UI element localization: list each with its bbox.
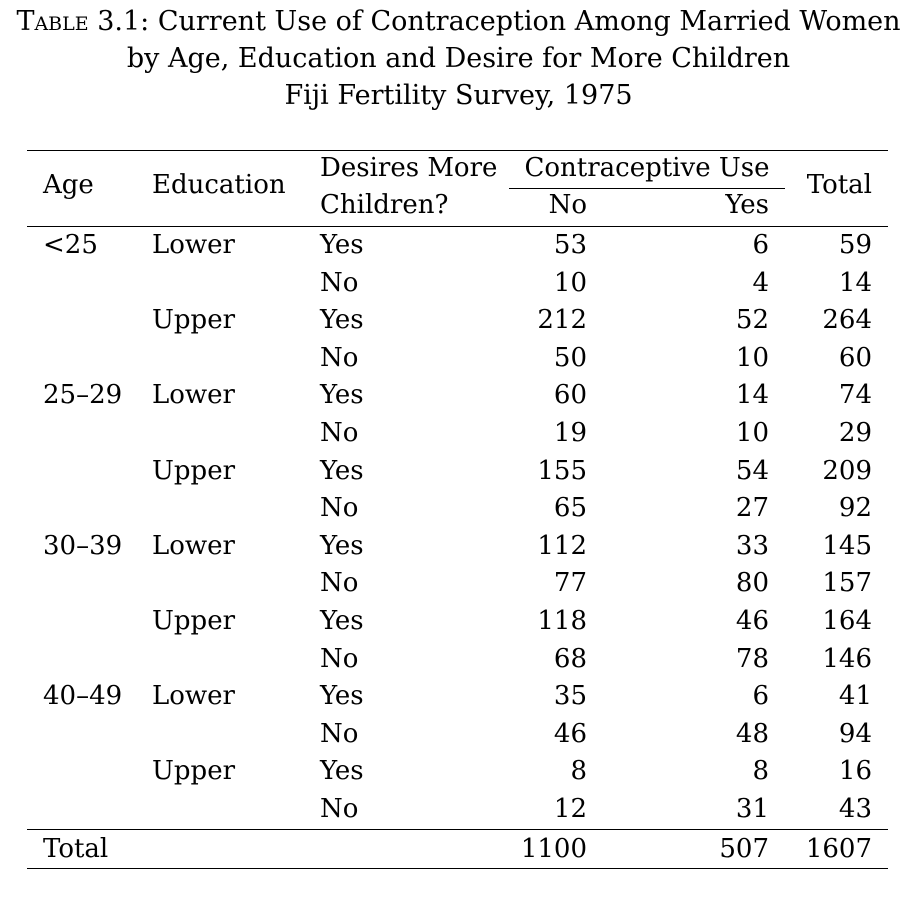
cell-use-yes: 10 bbox=[735, 418, 769, 448]
cell-use-yes: 33 bbox=[735, 530, 769, 561]
cell-desires-more-children: Yes bbox=[320, 455, 364, 486]
cell-total: 74 bbox=[838, 380, 872, 411]
totals-label: Total bbox=[43, 834, 109, 864]
cell-desires-more-children: No bbox=[320, 267, 359, 298]
cell-education: Upper bbox=[152, 756, 236, 787]
header-yes: Yes bbox=[725, 190, 769, 220]
cell-use-yes: 46 bbox=[735, 606, 769, 636]
cell-use-yes: 8 bbox=[752, 756, 769, 787]
table-label: Table 3.1: bbox=[16, 6, 150, 37]
cell-desires-more-children: No bbox=[320, 418, 359, 448]
cell-use-yes: 27 bbox=[735, 493, 769, 524]
cell-desires-more-children: Yes bbox=[320, 606, 364, 636]
header-age: Age bbox=[43, 170, 94, 200]
contraceptive-use-rule bbox=[509, 188, 785, 189]
cell-use-no: 53 bbox=[553, 230, 587, 260]
cell-desires-more-children: Yes bbox=[320, 305, 364, 336]
cell-use-yes: 4 bbox=[752, 267, 769, 298]
cell-total: 29 bbox=[838, 418, 872, 448]
top-rule bbox=[27, 150, 888, 151]
cell-age: <25 bbox=[43, 230, 98, 260]
cell-age: 25–29 bbox=[43, 380, 123, 411]
cell-total: 157 bbox=[822, 568, 872, 599]
cell-use-no: 12 bbox=[553, 794, 587, 824]
cell-use-no: 212 bbox=[537, 305, 587, 336]
table-title-line-1: Current Use of Contraception Among Marri… bbox=[157, 6, 901, 37]
cell-desires-more-children: No bbox=[320, 568, 359, 599]
cell-use-no: 68 bbox=[553, 643, 587, 674]
cell-use-yes: 54 bbox=[735, 455, 769, 486]
cell-total: 146 bbox=[822, 643, 872, 674]
cell-desires-more-children: Yes bbox=[320, 230, 364, 260]
totals-total: 1607 bbox=[805, 834, 872, 864]
cell-use-no: 46 bbox=[553, 718, 587, 749]
header-rule bbox=[27, 226, 888, 227]
cell-use-yes: 14 bbox=[735, 380, 769, 411]
cell-total: 94 bbox=[838, 718, 872, 749]
cell-use-yes: 48 bbox=[735, 718, 769, 749]
cell-education: Upper bbox=[152, 305, 236, 336]
cell-age: 40–49 bbox=[43, 681, 123, 712]
cell-use-yes: 31 bbox=[735, 794, 769, 824]
cell-use-no: 118 bbox=[537, 606, 587, 636]
totals-no: 1100 bbox=[520, 834, 587, 864]
cell-education: Lower bbox=[152, 230, 235, 260]
cell-use-no: 8 bbox=[570, 756, 587, 787]
header-no: No bbox=[548, 190, 587, 220]
cell-total: 59 bbox=[838, 230, 872, 260]
cell-desires-more-children: No bbox=[320, 794, 359, 824]
cell-use-yes: 10 bbox=[735, 342, 769, 373]
cell-education: Upper bbox=[152, 606, 236, 636]
header-desires-line-1: Desires More bbox=[320, 153, 498, 183]
cell-use-no: 19 bbox=[553, 418, 587, 448]
cell-total: 60 bbox=[838, 342, 872, 373]
cell-use-yes: 52 bbox=[735, 305, 769, 336]
cell-desires-more-children: No bbox=[320, 718, 359, 749]
cell-use-no: 10 bbox=[553, 267, 587, 298]
header-contraceptive-use: Contraceptive Use bbox=[524, 153, 770, 183]
header-education: Education bbox=[152, 170, 286, 200]
cell-total: 209 bbox=[822, 455, 872, 486]
cell-use-no: 112 bbox=[537, 530, 587, 561]
header-total: Total bbox=[806, 170, 872, 200]
cell-total: 14 bbox=[838, 267, 872, 298]
cell-use-yes: 78 bbox=[735, 643, 769, 674]
cell-total: 264 bbox=[822, 305, 872, 336]
table-caption: Table 3.1: Current Use of Contraception … bbox=[0, 3, 917, 114]
cell-education: Lower bbox=[152, 681, 235, 712]
table-title-line-3: Fiji Fertility Survey, 1975 bbox=[284, 80, 633, 111]
cell-total: 92 bbox=[838, 493, 872, 524]
cell-age: 30–39 bbox=[43, 530, 123, 561]
cell-use-yes: 6 bbox=[752, 230, 769, 260]
cell-education: Lower bbox=[152, 530, 235, 561]
cell-use-yes: 6 bbox=[752, 681, 769, 712]
cell-desires-more-children: Yes bbox=[320, 681, 364, 712]
cell-total: 43 bbox=[838, 794, 872, 824]
cell-use-no: 35 bbox=[553, 681, 587, 712]
cell-total: 16 bbox=[838, 756, 872, 787]
cell-use-yes: 80 bbox=[735, 568, 769, 599]
cell-use-no: 65 bbox=[553, 493, 587, 524]
cell-desires-more-children: No bbox=[320, 493, 359, 524]
cell-total: 145 bbox=[822, 530, 872, 561]
cell-desires-more-children: Yes bbox=[320, 756, 364, 787]
cell-use-no: 155 bbox=[537, 455, 587, 486]
cell-desires-more-children: Yes bbox=[320, 380, 364, 411]
cell-desires-more-children: Yes bbox=[320, 530, 364, 561]
totals-rule bbox=[27, 829, 888, 830]
cell-education: Lower bbox=[152, 380, 235, 411]
totals-yes: 507 bbox=[719, 834, 769, 864]
cell-desires-more-children: No bbox=[320, 643, 359, 674]
cell-use-no: 77 bbox=[553, 568, 587, 599]
table-title-line-2: by Age, Education and Desire for More Ch… bbox=[126, 43, 791, 74]
cell-education: Upper bbox=[152, 455, 236, 486]
header-desires-line-2: Children? bbox=[320, 190, 449, 220]
bottom-rule bbox=[27, 868, 888, 869]
cell-use-no: 50 bbox=[553, 342, 587, 373]
caption-line-1: Table 3.1: Current Use of Contraception … bbox=[0, 3, 917, 40]
cell-use-no: 60 bbox=[553, 380, 587, 411]
cell-total: 164 bbox=[822, 606, 872, 636]
cell-total: 41 bbox=[838, 681, 872, 712]
cell-desires-more-children: No bbox=[320, 342, 359, 373]
